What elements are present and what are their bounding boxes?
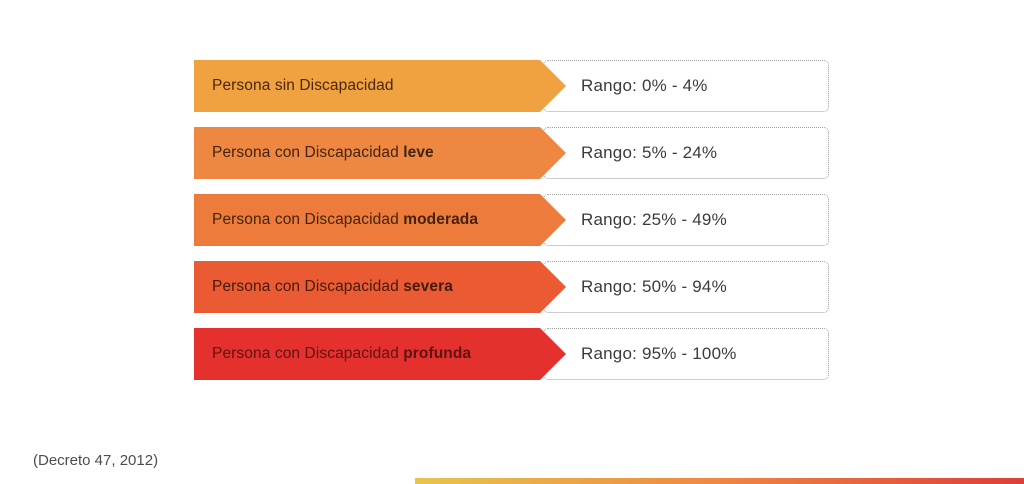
legend-row-discapacidad-moderada: Rango: 25% - 49% Persona con Discapacida… (0, 194, 1024, 246)
category-label: Persona con Discapacidad severa (212, 278, 453, 295)
category-label: Persona sin Discapacidad (212, 77, 394, 94)
citation-text: (Decreto 47, 2012) (33, 452, 159, 469)
category-label: Persona con Discapacidad leve (212, 144, 434, 161)
category-arrow: Persona con Discapacidad moderada (194, 194, 566, 246)
legend-row-discapacidad-leve: Rango: 5% - 24% Persona con Discapacidad… (0, 127, 1024, 179)
category-arrow: Persona con Discapacidad severa (194, 261, 566, 313)
range-box: Rango: 5% - 24% (543, 127, 829, 179)
category-label: Persona con Discapacidad profunda (212, 345, 472, 362)
range-box: Rango: 95% - 100% (543, 328, 829, 380)
category-arrow: Persona con Discapacidad profunda (194, 328, 566, 380)
category-arrow: Persona con Discapacidad leve (194, 127, 566, 179)
legend-row-discapacidad-profunda: Rango: 95% - 100% Persona con Discapacid… (0, 328, 1024, 380)
legend-row-sin-discapacidad: Rango: 0% - 4% Persona sin Discapacidad (0, 60, 1024, 112)
legend-row-discapacidad-severa: Rango: 50% - 94% Persona con Discapacida… (0, 261, 1024, 313)
range-box: Rango: 0% - 4% (543, 60, 829, 112)
range-label: Rango: 0% - 4% (581, 76, 708, 95)
range-label: Rango: 25% - 49% (581, 210, 727, 229)
range-label: Rango: 50% - 94% (581, 277, 727, 296)
range-box: Rango: 50% - 94% (543, 261, 829, 313)
category-label: Persona con Discapacidad moderada (212, 211, 479, 228)
range-label: Rango: 5% - 24% (581, 143, 718, 162)
range-box: Rango: 25% - 49% (543, 194, 829, 246)
bottom-gradient-bar (415, 478, 1024, 484)
category-arrow: Persona sin Discapacidad (194, 60, 566, 112)
range-label: Rango: 95% - 100% (581, 344, 737, 363)
